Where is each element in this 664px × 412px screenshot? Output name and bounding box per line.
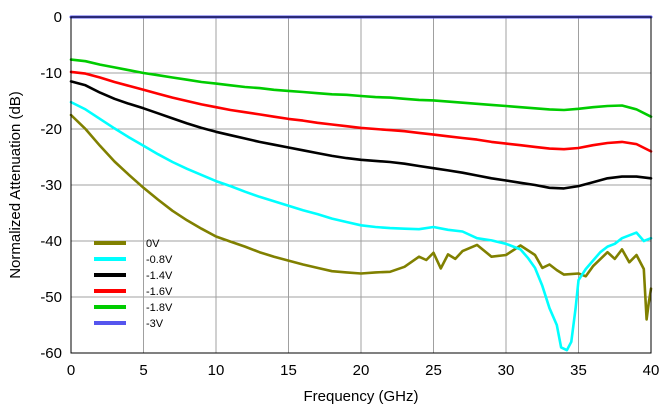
legend-label: 0V: [146, 238, 160, 250]
series-line-1: [69, 100, 653, 352]
legend-label: -0.8V: [146, 254, 173, 266]
x-tick-label: 0: [67, 362, 75, 379]
y-tick-label: -20: [40, 121, 62, 138]
x-tick-label: 25: [425, 362, 442, 379]
legend-label: -1.6V: [146, 286, 173, 298]
x-tick-label: 20: [353, 362, 370, 379]
series-line-0: [69, 113, 653, 321]
legend: 0V -0.8V -1.4V -1.6V -1.8V -3V: [94, 238, 173, 330]
x-tick-label: 35: [570, 362, 587, 379]
y-tick-label: -50: [40, 289, 62, 306]
y-tick-label: -10: [40, 65, 62, 82]
legend-label: -1.4V: [146, 270, 173, 282]
y-tick-label: -40: [40, 233, 62, 250]
x-tick-label: 15: [280, 362, 297, 379]
y-tick-label: -60: [40, 345, 62, 362]
series-line-4: [69, 58, 653, 118]
series-line-3: [69, 70, 653, 153]
x-tick-label: 30: [498, 362, 515, 379]
x-tick-label: 5: [139, 362, 147, 379]
y-tick-labels: 0 -10 -20 -30 -40 -50 -60: [40, 9, 62, 362]
y-tick-label: -30: [40, 177, 62, 194]
plot-frame: [70, 16, 652, 354]
x-axis-title: Frequency (GHz): [303, 388, 418, 405]
y-axis-title: Normalized Attenuation (dB): [7, 91, 24, 279]
x-tick-labels: 0 5 10 15 20 25 30 35 40: [67, 362, 660, 379]
legend-label: -1.8V: [146, 302, 173, 314]
legend-label: -3V: [146, 318, 164, 330]
x-tick-label: 40: [643, 362, 660, 379]
y-tick-label: 0: [54, 9, 62, 26]
series-line-2: [69, 80, 653, 190]
x-tick-label: 10: [208, 362, 225, 379]
